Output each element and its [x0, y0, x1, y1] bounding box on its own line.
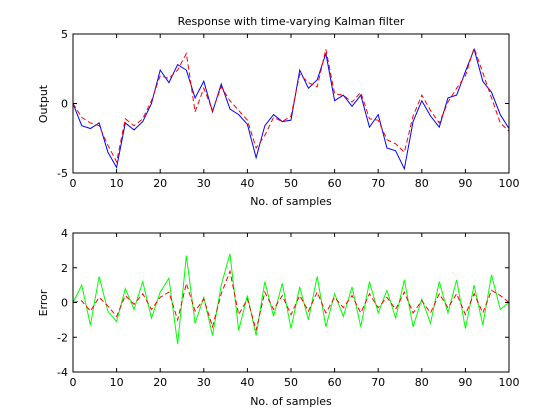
- series-line-solid: [73, 253, 509, 345]
- x-tick-label: 40: [240, 376, 254, 389]
- x-tick-label: 50: [284, 376, 298, 389]
- x-tick-label: 20: [153, 177, 167, 190]
- output-axes: Response with time-varying Kalman filter…: [37, 15, 520, 208]
- y-tick-label: 5: [61, 28, 68, 41]
- x-tick-label: 90: [458, 376, 472, 389]
- y-tick-label: 0: [61, 98, 68, 111]
- y-tick-label: -5: [57, 167, 68, 180]
- x-tick-label: 60: [328, 177, 342, 190]
- x-tick-label: 0: [70, 177, 77, 190]
- x-tick-label: 80: [415, 376, 429, 389]
- y-tick-label: 0: [61, 297, 68, 310]
- x-tick-label: 30: [197, 376, 211, 389]
- y-axis-label: Error: [37, 289, 50, 316]
- x-tick-label: 50: [284, 177, 298, 190]
- x-tick-label: 70: [371, 376, 385, 389]
- plot-area: [73, 34, 509, 173]
- x-tick-label: 60: [328, 376, 342, 389]
- x-tick-label: 80: [415, 177, 429, 190]
- x-tick-label: 0: [70, 376, 77, 389]
- x-tick-label: 10: [110, 376, 124, 389]
- x-tick-label: 70: [371, 177, 385, 190]
- series-line-dashed: [73, 46, 509, 164]
- x-tick-label: 20: [153, 376, 167, 389]
- y-axis-label: Output: [37, 84, 50, 123]
- x-tick-label: 100: [499, 376, 520, 389]
- y-tick-label: -2: [57, 331, 68, 344]
- y-tick-label: 2: [61, 262, 68, 275]
- x-tick-label: 30: [197, 177, 211, 190]
- x-tick-label: 40: [240, 177, 254, 190]
- plot-area: [73, 233, 509, 372]
- series-line-solid: [73, 47, 509, 171]
- x-axis-label: No. of samples: [250, 195, 332, 208]
- series-line-dashed: [73, 269, 509, 331]
- x-axis-label: No. of samples: [250, 395, 332, 408]
- x-tick-label: 10: [110, 177, 124, 190]
- error-axes: No. of samples Error 0 10 20 30 40 50 60 70 80 90…: [37, 227, 520, 408]
- x-tick-label: 90: [458, 177, 472, 190]
- y-tick-label: -4: [57, 366, 68, 379]
- y-tick-label: 4: [61, 227, 68, 240]
- chart-title: Response with time-varying Kalman filter: [178, 15, 405, 28]
- x-tick-label: 100: [499, 177, 520, 190]
